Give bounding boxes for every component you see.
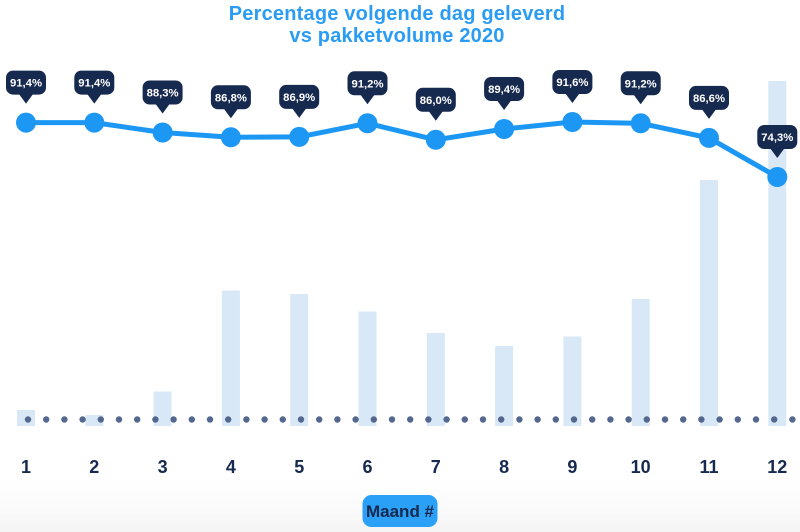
svg-text:91,4%: 91,4% — [10, 78, 42, 90]
svg-text:91,6%: 91,6% — [556, 77, 588, 89]
svg-text:1: 1 — [21, 457, 31, 477]
svg-text:91,2%: 91,2% — [351, 78, 383, 90]
svg-text:4: 4 — [226, 457, 236, 477]
svg-text:10: 10 — [631, 457, 651, 477]
svg-text:74,3%: 74,3% — [761, 132, 793, 144]
svg-text:7: 7 — [431, 457, 441, 477]
svg-text:2: 2 — [89, 457, 99, 477]
svg-text:91,4%: 91,4% — [78, 78, 110, 90]
svg-text:86,6%: 86,6% — [693, 93, 725, 105]
svg-text:9: 9 — [567, 457, 577, 477]
svg-text:86,0%: 86,0% — [420, 95, 452, 107]
svg-text:11: 11 — [699, 457, 718, 477]
svg-text:86,9%: 86,9% — [283, 92, 315, 104]
svg-text:88,3%: 88,3% — [147, 88, 179, 100]
svg-text:3: 3 — [158, 457, 168, 477]
svg-text:6: 6 — [362, 457, 372, 477]
svg-text:91,2%: 91,2% — [625, 78, 657, 90]
svg-text:8: 8 — [499, 457, 509, 477]
svg-text:89,4%: 89,4% — [488, 84, 520, 96]
svg-text:86,8%: 86,8% — [215, 92, 247, 104]
svg-text:5: 5 — [294, 457, 304, 477]
svg-text:Maand #: Maand # — [366, 502, 435, 521]
svg-text:12: 12 — [767, 457, 787, 477]
